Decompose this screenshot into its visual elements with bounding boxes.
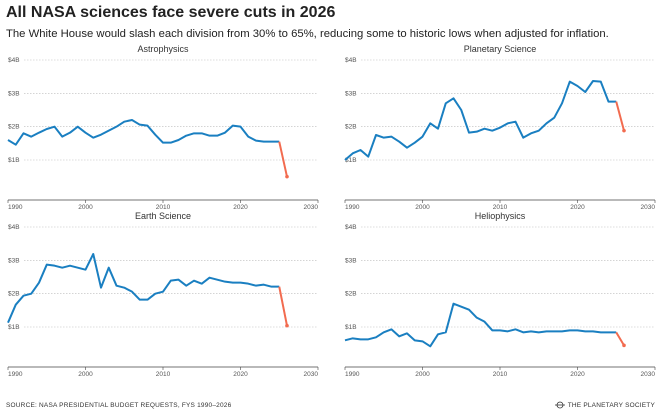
y-tick-label: $3B bbox=[345, 90, 357, 97]
y-tick-label: $3B bbox=[345, 257, 357, 264]
y-tick-label: $1B bbox=[8, 157, 20, 164]
data-line bbox=[344, 80, 617, 161]
y-tick-label: $4B bbox=[345, 57, 357, 64]
data-line bbox=[344, 302, 617, 348]
y-tick-label: $1B bbox=[345, 157, 357, 164]
x-tick-label: 2030 bbox=[641, 371, 656, 378]
source-note: SOURCE: NASA PRESIDENTIAL BUDGET REQUEST… bbox=[6, 402, 232, 409]
x-tick-label: 2030 bbox=[641, 204, 656, 211]
y-tick-label: $1B bbox=[345, 324, 357, 331]
x-tick-label: 2000 bbox=[78, 371, 93, 378]
end-point bbox=[285, 323, 289, 328]
panel: Earth Science $1B $2B $3B $4B 1990 2000 2010 202… bbox=[7, 211, 319, 378]
page-title: All NASA sciences face severe cuts in 20… bbox=[6, 4, 335, 21]
brand-name: THE PLANETARY SOCIETY bbox=[568, 402, 656, 409]
x-tick-label: 2010 bbox=[493, 371, 508, 378]
x-tick-label: 2010 bbox=[156, 204, 171, 211]
data-line bbox=[278, 141, 288, 177]
x-tick-label: 2020 bbox=[570, 204, 585, 211]
y-tick-label: $2B bbox=[345, 291, 357, 298]
panel: Planetary Science $1B $2B $3B $4B 1990 2000 201… bbox=[344, 44, 656, 211]
x-tick-label: 2020 bbox=[570, 371, 585, 378]
x-tick-label: 2010 bbox=[493, 204, 508, 211]
data-line bbox=[615, 101, 625, 131]
data-line bbox=[7, 253, 280, 324]
y-tick-label: $2B bbox=[8, 124, 20, 131]
data-line bbox=[7, 119, 280, 146]
data-line bbox=[278, 286, 288, 326]
end-point bbox=[622, 128, 626, 133]
y-tick-label: $1B bbox=[8, 324, 20, 331]
y-tick-label: $4B bbox=[345, 224, 357, 231]
end-point bbox=[285, 174, 289, 179]
panel-title: Astrophysics bbox=[137, 44, 189, 54]
x-tick-label: 2030 bbox=[304, 204, 319, 211]
y-tick-label: $4B bbox=[8, 224, 20, 231]
y-tick-label: $3B bbox=[8, 257, 20, 264]
data-line bbox=[615, 331, 625, 346]
x-tick-label: 2010 bbox=[156, 371, 171, 378]
x-tick-label: 2000 bbox=[78, 204, 93, 211]
x-tick-label: 2000 bbox=[415, 204, 430, 211]
panel-title: Earth Science bbox=[135, 211, 191, 221]
panel: Astrophysics $1B $2B $3B $4B 1990 2000 2010 2020… bbox=[7, 44, 319, 211]
y-tick-label: $4B bbox=[8, 57, 20, 64]
y-tick-label: $2B bbox=[345, 124, 357, 131]
x-tick-label: 1990 bbox=[345, 204, 360, 211]
page-subtitle: The White House would slash each divisio… bbox=[6, 28, 609, 40]
panel-title: Heliophysics bbox=[475, 211, 526, 221]
x-tick-label: 1990 bbox=[8, 204, 23, 211]
x-tick-label: 1990 bbox=[345, 371, 360, 378]
x-tick-label: 2000 bbox=[415, 371, 430, 378]
x-tick-label: 2030 bbox=[304, 371, 319, 378]
x-tick-label: 2020 bbox=[233, 204, 248, 211]
x-tick-label: 1990 bbox=[8, 371, 23, 378]
panel-title: Planetary Science bbox=[464, 44, 537, 54]
panel: Heliophysics $1B $2B $3B $4B 1990 2000 2010 2020… bbox=[344, 211, 656, 378]
y-tick-label: $2B bbox=[8, 291, 20, 298]
brand-logo bbox=[555, 401, 565, 409]
x-tick-label: 2020 bbox=[233, 371, 248, 378]
y-tick-label: $3B bbox=[8, 90, 20, 97]
end-point bbox=[622, 343, 626, 348]
